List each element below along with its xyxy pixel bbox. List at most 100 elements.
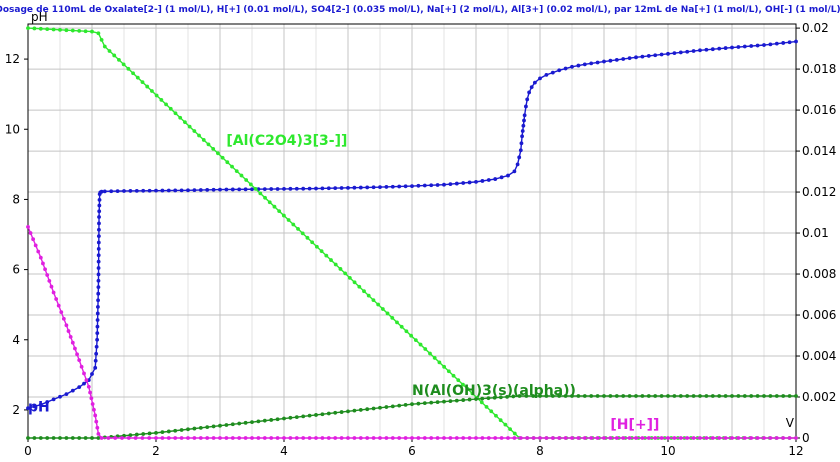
series-point [198,188,203,192]
series-point [205,187,210,192]
series-point [409,333,414,338]
series-point [206,142,211,147]
series-point [608,436,613,440]
series-point [320,412,325,417]
series-point [474,179,478,184]
series-point [294,415,299,419]
series-point [58,436,62,440]
series-point [762,394,766,398]
series-point [262,187,267,192]
series-point [326,436,331,440]
series-point [288,436,293,440]
series-point [358,185,363,190]
series-point [243,436,248,440]
series-point [96,436,101,440]
series-point [296,227,300,231]
series-point [115,189,120,194]
series-point [192,129,197,133]
series-point [338,267,343,271]
series-point [498,418,503,423]
series-point [113,436,118,440]
series-point [310,240,315,245]
series-point [621,436,626,440]
series-point [319,249,324,254]
series-point [291,222,296,227]
series-point [538,394,542,398]
series-point [96,278,101,283]
series-point [518,436,523,440]
y-tick-label: 10 [5,122,20,136]
series-point [282,436,286,440]
series-point [563,394,568,398]
series-point [589,61,594,66]
series-point [781,41,786,45]
series-point [691,394,696,398]
series-point [484,404,489,409]
series-point [595,60,600,65]
y2-tick-label: 0.01 [802,226,829,240]
series-point [653,394,658,398]
series-point [576,394,581,398]
chart-title: Dosage de 110mL de Oxalate[2-] (1 mol/L)… [0,5,840,15]
x-tick-label: 0 [24,444,32,458]
series-point [640,394,645,398]
series-point [570,436,574,440]
series-point [461,382,465,387]
series-point [448,399,453,404]
series-point [429,183,434,188]
series-point [380,307,385,311]
series-point [442,399,446,404]
series-point [774,41,779,46]
series-point [339,436,344,440]
series-point [532,80,537,85]
series-point [499,436,504,440]
series-point [192,436,197,440]
series-point [429,436,434,440]
series-point [480,179,485,183]
series-point [781,394,786,398]
series-point [307,186,312,191]
series-point [461,398,466,402]
series-point [666,436,670,440]
series-point [220,155,225,160]
series-point [250,187,254,192]
series-point [435,436,440,440]
series-point [503,422,508,427]
series-point [515,162,520,167]
series-point [456,378,461,383]
series-point [269,187,274,191]
series-point [64,28,69,33]
series-point [672,51,677,56]
series-point [352,185,357,190]
series-point [33,243,38,248]
series-point [685,436,690,440]
series-point [511,394,516,399]
series-point [96,31,101,36]
series-point [557,436,562,440]
series-point [480,396,485,401]
series-point [698,48,702,53]
series-point [141,188,146,193]
series-point [102,189,107,194]
series-point [186,427,190,432]
series-point [218,436,222,440]
series-point [117,57,121,62]
series-point [89,396,94,401]
series-point [454,398,459,403]
series-point [489,409,494,414]
series-point [218,423,222,428]
series-point [435,183,440,187]
series-point [26,26,30,30]
series-point [749,436,754,440]
series-point [774,436,779,440]
series-point [333,262,338,267]
y-tick-label: 2 [12,403,20,417]
series-point [781,436,786,440]
series-point [32,26,37,31]
y2-tick-label: 0.014 [802,144,836,158]
series-point [357,284,362,289]
series-point [320,186,325,191]
series-point [416,401,421,406]
series-point [173,436,178,440]
